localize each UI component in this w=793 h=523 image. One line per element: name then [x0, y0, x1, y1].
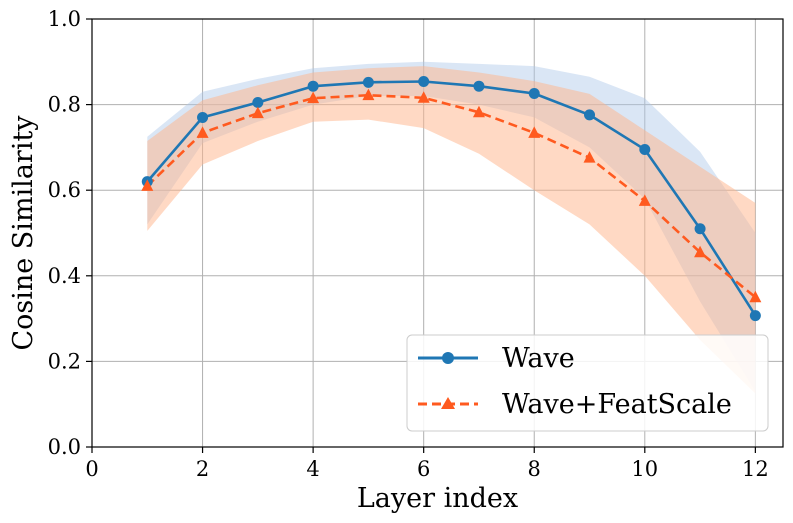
wave-featscale-point [749, 290, 762, 303]
wave-featscale-point [141, 179, 154, 191]
wave-point [362, 76, 374, 88]
wave-featscale-point [694, 245, 707, 258]
wave-line [146, 80, 757, 317]
y-axis-ticks: 0.0 0.2 0.4 0.6 0.8 1.0 [48, 7, 92, 459]
wave-featscale-point [307, 91, 320, 104]
y-tick-label: 0.2 [48, 349, 81, 373]
wave-point [418, 75, 430, 87]
wave-featscale-band [147, 66, 756, 394]
series-markers [141, 75, 762, 322]
legend-featscale-marker [441, 397, 455, 409]
y-tick-label: 0.6 [48, 178, 81, 202]
series-lines [146, 80, 757, 317]
wave-featscale-point [472, 105, 485, 118]
legend-featscale-label: Wave+FeatScale [502, 389, 732, 420]
wave-featscale-point [583, 151, 596, 163]
x-tick-label: 6 [417, 457, 430, 481]
x-tick-label: 8 [528, 457, 541, 481]
wave-featscale-point [196, 126, 209, 138]
wave-point [252, 96, 264, 108]
wave-point [473, 80, 485, 92]
wave-point [584, 109, 596, 121]
legend: Wave Wave+FeatScale [406, 334, 769, 432]
x-axis-label: Layer index [357, 483, 518, 514]
x-tick-label: 10 [631, 457, 658, 481]
wave-featscale-point [417, 91, 430, 103]
wave-point [639, 144, 651, 156]
wave-featscale-line [146, 93, 757, 299]
x-axis-ticks: 0 2 4 6 8 10 12 [85, 447, 769, 481]
wave-point [694, 223, 706, 235]
y-tick-label: 0.8 [48, 93, 81, 117]
wave-point [197, 111, 209, 123]
legend-box [406, 334, 769, 432]
confidence-bands [147, 61, 756, 394]
wave-featscale-point [638, 194, 651, 206]
wave-featscale-point [251, 106, 264, 119]
wave-featscale-point [528, 126, 541, 138]
wave-featscale-point [362, 88, 375, 101]
y-tick-label: 0.0 [48, 435, 81, 459]
x-tick-label: 2 [196, 457, 209, 481]
x-tick-label: 4 [306, 457, 319, 481]
legend-wave-label: Wave [502, 343, 575, 374]
wave-point [749, 310, 761, 322]
y-axis-label: Cosine Similarity [8, 115, 39, 351]
x-tick-label: 0 [85, 457, 98, 481]
wave-point [528, 87, 540, 99]
x-tick-label: 12 [742, 457, 769, 481]
wave-point [307, 80, 319, 92]
y-tick-label: 0.4 [48, 264, 81, 288]
y-tick-label: 1.0 [48, 7, 81, 31]
legend-wave-marker [442, 352, 454, 364]
plot-frame [91, 18, 784, 448]
